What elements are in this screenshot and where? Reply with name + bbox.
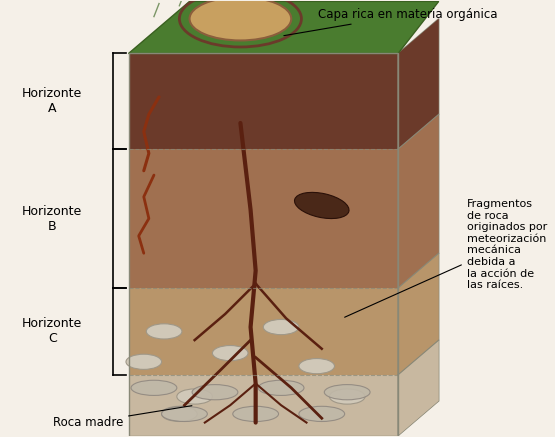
Ellipse shape — [192, 385, 238, 400]
Ellipse shape — [190, 0, 291, 41]
Polygon shape — [398, 19, 438, 149]
Text: Horizonte
B: Horizonte B — [22, 205, 82, 232]
Ellipse shape — [233, 406, 279, 422]
Bar — [129, 149, 398, 288]
Ellipse shape — [299, 358, 335, 374]
Ellipse shape — [147, 324, 182, 339]
Ellipse shape — [258, 380, 304, 395]
Polygon shape — [129, 1, 438, 53]
Ellipse shape — [162, 406, 208, 422]
Ellipse shape — [213, 346, 248, 361]
Ellipse shape — [162, 406, 197, 422]
Polygon shape — [398, 114, 438, 288]
Ellipse shape — [295, 192, 349, 218]
Polygon shape — [398, 340, 438, 436]
Text: Capa rica en materia orgánica: Capa rica en materia orgánica — [284, 8, 498, 36]
Ellipse shape — [177, 389, 213, 404]
Text: Horizonte
A: Horizonte A — [22, 87, 82, 115]
Polygon shape — [398, 19, 438, 436]
Ellipse shape — [263, 319, 299, 335]
Ellipse shape — [324, 385, 370, 400]
Bar — [129, 375, 398, 436]
Ellipse shape — [330, 389, 365, 404]
Ellipse shape — [299, 406, 345, 422]
Ellipse shape — [131, 380, 177, 395]
Text: Horizonte
C: Horizonte C — [22, 317, 82, 345]
Polygon shape — [398, 253, 438, 375]
Bar — [129, 53, 398, 436]
Text: Fragmentos
de roca
originados por
meteorización
mecánica
debida a
la acción de
l: Fragmentos de roca originados por meteor… — [345, 199, 547, 317]
Ellipse shape — [126, 354, 162, 369]
Bar — [129, 288, 398, 375]
Bar — [129, 53, 398, 149]
Text: Roca madre: Roca madre — [53, 406, 192, 429]
